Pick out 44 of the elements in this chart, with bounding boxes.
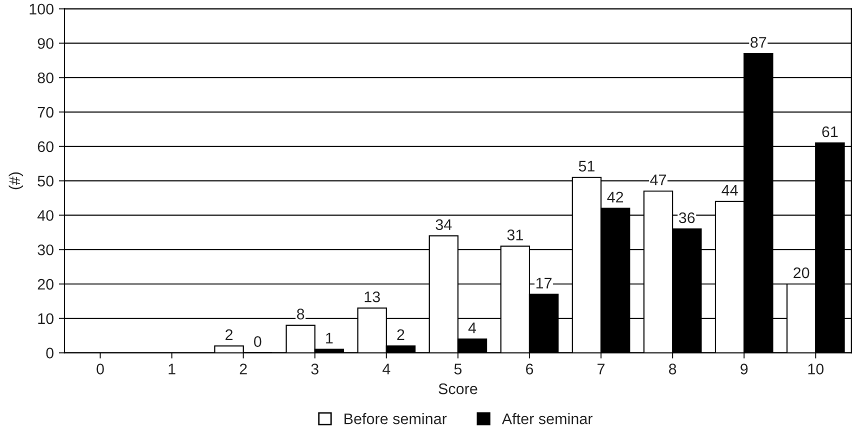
data-label: 34 — [436, 219, 452, 230]
data-label: 87 — [750, 36, 766, 48]
x-tick-label: 0 — [96, 364, 104, 374]
y-tick-label: 40 — [37, 210, 54, 221]
x-tick-label: 6 — [526, 364, 534, 374]
x-tick-label: 9 — [740, 364, 748, 374]
data-label: 42 — [607, 192, 624, 202]
y-tick-label: 50 — [38, 176, 54, 186]
data-label: 4 — [468, 322, 476, 334]
data-label: 0 — [254, 336, 262, 347]
x-tick-label: 3 — [311, 364, 318, 374]
data-label: 47 — [650, 174, 666, 186]
y-tick-label: 70 — [38, 106, 54, 118]
x-tick-label: 5 — [454, 364, 462, 374]
data-label: 36 — [678, 212, 695, 224]
data-label: 2 — [226, 329, 233, 340]
y-tick-label: 30 — [38, 244, 54, 256]
x-tick-label: 7 — [598, 364, 605, 374]
x-tick-label: 8 — [668, 364, 676, 374]
data-label: 61 — [822, 126, 838, 138]
x-axis-title: Score — [438, 383, 478, 394]
y-tick-label: 80 — [38, 72, 54, 84]
data-label: 31 — [507, 230, 523, 240]
data-label: 1 — [326, 332, 333, 344]
legend-label: Before seminar — [344, 413, 447, 424]
y-tick-label: 0 — [46, 348, 54, 358]
data-label: 17 — [536, 278, 552, 288]
y-tick-label: 60 — [38, 141, 54, 152]
y-tick-label: 20 — [38, 278, 54, 290]
data-label: 51 — [578, 160, 594, 172]
data-label: 2 — [397, 329, 404, 340]
data-label: 13 — [364, 291, 380, 302]
legend-label: After seminar — [502, 413, 592, 424]
y-tick-label: 90 — [38, 38, 54, 49]
y-axis-title: (#) — [8, 172, 24, 190]
x-tick-label: 4 — [382, 364, 390, 374]
y-tick-label: 100 — [30, 4, 54, 15]
x-tick-label: 10 — [808, 364, 824, 374]
data-label: 8 — [296, 308, 304, 320]
y-tick-label: 10 — [38, 313, 54, 324]
data-label: 44 — [722, 184, 738, 196]
x-tick-label: 2 — [240, 364, 247, 374]
x-tick-label: 1 — [168, 364, 176, 374]
data-label: 20 — [794, 267, 810, 278]
